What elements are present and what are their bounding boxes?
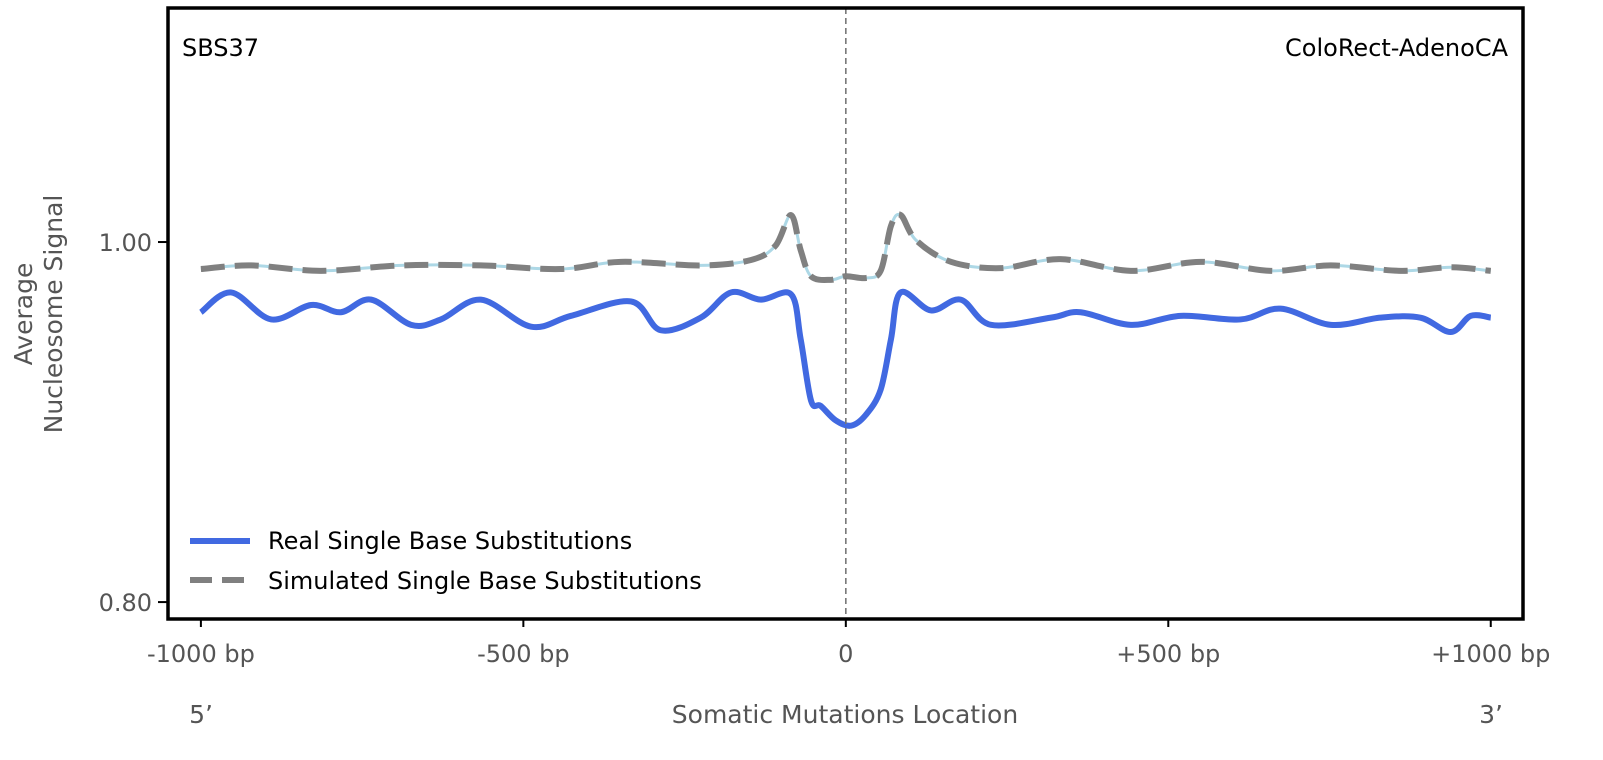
y-axis-ticks: 1.00 0.80	[99, 229, 168, 617]
x-tick-label: 0	[838, 640, 853, 668]
real-series-line	[199, 288, 1492, 429]
x-tick-label: +1000 bp	[1431, 640, 1550, 668]
simulated-series-line	[200, 211, 1492, 284]
legend-sim-label: Simulated Single Base Substitutions	[268, 567, 702, 595]
x-tick-label: -1000 bp	[147, 640, 255, 668]
title-right: ColoRect-AdenoCA	[1285, 34, 1509, 62]
series-layer	[199, 211, 1492, 429]
x-axis-ticks: -1000 bp -500 bp 0 +500 bp +1000 bp	[147, 619, 1550, 668]
y-tick-label: 0.80	[99, 589, 152, 617]
y-axis-label-line1: Average	[9, 263, 38, 366]
legend-real-label: Real Single Base Substitutions	[268, 527, 632, 555]
title-left: SBS37	[182, 34, 259, 62]
x-axis-label: Somatic Mutations Location	[672, 700, 1018, 729]
y-axis-label-line2: Nucleosome Signal	[39, 195, 68, 434]
x-tick-label: -500 bp	[477, 640, 570, 668]
legend: Real Single Base Substitutions Simulated…	[190, 527, 702, 595]
three-prime-label: 3’	[1479, 700, 1503, 729]
y-tick-label: 1.00	[99, 229, 152, 257]
x-tick-label: +500 bp	[1116, 640, 1220, 668]
five-prime-label: 5’	[189, 700, 213, 729]
